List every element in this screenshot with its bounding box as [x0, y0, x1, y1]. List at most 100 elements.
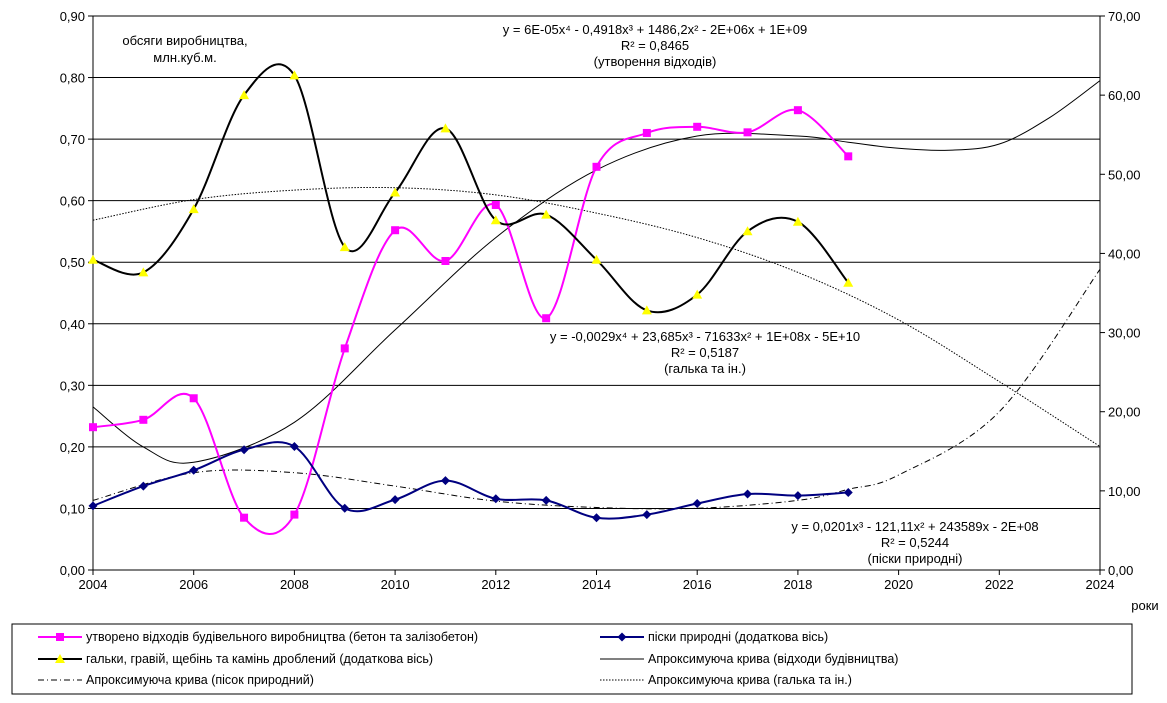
x-tick-label: 2018 — [783, 577, 812, 592]
x-tick-label: 2020 — [884, 577, 913, 592]
legend-item: гальки, гравій, щебінь та камінь дроблен… — [38, 652, 433, 666]
y-left-axis-label-line2: млн.куб.м. — [153, 50, 216, 65]
y-left-tick-label: 0,70 — [60, 132, 85, 147]
data-point-gravel — [440, 123, 451, 133]
y-left-tick-label: 0,80 — [60, 71, 85, 86]
legend-label: Апроксимуюча крива (галька та ін.) — [648, 673, 852, 687]
legend-item: Апроксимуюча крива (пісок природний) — [38, 673, 314, 687]
x-tick-label: 2010 — [381, 577, 410, 592]
data-point-gravel — [138, 267, 149, 277]
series-gravel-line — [92, 63, 850, 314]
legend-item: Апроксимуюча крива (галька та ін.) — [600, 673, 852, 687]
y-left-tick-label: 0,90 — [60, 9, 85, 24]
y-left-tick-label: 0,40 — [60, 317, 85, 332]
series-sand-line — [92, 441, 849, 520]
data-point-gravel — [188, 204, 199, 214]
data-point-gravel — [641, 305, 652, 315]
data-point-sand — [440, 476, 450, 486]
legend-item: Апроксимуюча крива (відходи будівництва) — [600, 652, 898, 666]
data-point-sand — [793, 491, 803, 501]
data-point-gravel — [339, 242, 350, 252]
legend-box — [11, 623, 1133, 695]
legend-swatch-marker — [617, 632, 627, 642]
data-point-waste — [642, 128, 651, 137]
legend-label: Апроксимуюча крива (відходи будівництва) — [648, 652, 898, 666]
annotation-sand-line-3: (піски природні) — [867, 551, 962, 566]
data-point-waste — [592, 162, 601, 171]
data-point-waste — [441, 256, 450, 265]
legend-item: утворено відходів будівельного виробницт… — [38, 630, 478, 644]
data-point-gravel — [239, 90, 250, 100]
trendline-waste — [92, 80, 1101, 464]
x-tick-label: 2012 — [481, 577, 510, 592]
y-left-tick-label: 0,30 — [60, 378, 85, 393]
data-point-sand — [289, 442, 299, 452]
data-point-waste — [290, 510, 299, 519]
legend-swatch-marker — [55, 654, 65, 663]
data-point-waste — [491, 200, 500, 209]
data-point-waste — [693, 122, 702, 131]
y-right-tick-label: 0,00 — [1108, 563, 1133, 578]
data-point-waste — [743, 128, 752, 137]
data-point-sand — [642, 510, 652, 520]
y-left-tick-label: 0,50 — [60, 255, 85, 270]
data-point-sand — [491, 494, 501, 504]
legend-swatch-marker — [56, 633, 64, 641]
y-right-tick-label: 50,00 — [1108, 167, 1141, 182]
data-point-waste — [793, 106, 802, 115]
annotation-gravel-line-1: y = -0,0029x⁴ + 23,685x³ - 71633x² + 1E+… — [550, 329, 860, 344]
x-tick-label: 2006 — [179, 577, 208, 592]
x-tick-label: 2024 — [1086, 577, 1115, 592]
x-tick-label: 2008 — [280, 577, 309, 592]
data-point-sand — [692, 499, 702, 509]
data-point-waste — [844, 152, 853, 161]
series-gravel-markers — [88, 70, 854, 315]
data-point-waste — [189, 394, 198, 403]
data-point-sand — [340, 503, 350, 513]
x-tick-label: 2016 — [683, 577, 712, 592]
annotation-waste-line-1: y = 6E-05x⁴ - 0,4918x³ + 1486,2x² - 2E+0… — [503, 22, 807, 37]
y-right-tick-label: 10,00 — [1108, 484, 1141, 499]
data-point-gravel — [541, 209, 552, 219]
data-point-waste — [542, 314, 551, 323]
data-point-sand — [88, 501, 98, 511]
legend-label: гальки, гравій, щебінь та камінь дроблен… — [86, 652, 433, 666]
y-left-axis-label-line1: обсяги виробництва, — [122, 33, 247, 48]
x-tick-label: 2004 — [79, 577, 108, 592]
y-right-tick-label: 20,00 — [1108, 405, 1141, 420]
x-tick-label: 2014 — [582, 577, 611, 592]
data-point-waste — [139, 415, 148, 424]
y-right-tick-label: 70,00 — [1108, 9, 1141, 24]
data-point-waste — [340, 344, 349, 353]
y-right-tick-label: 30,00 — [1108, 326, 1141, 341]
data-point-sand — [239, 445, 249, 455]
data-point-gravel — [289, 70, 300, 80]
data-point-sand — [843, 487, 853, 497]
data-point-sand — [541, 495, 551, 505]
data-point-waste — [240, 513, 249, 522]
data-point-sand — [189, 465, 199, 475]
annotation-gravel-line-2: R² = 0,5187 — [671, 345, 739, 360]
annotation-waste-line-3: (утворення відходів) — [594, 54, 717, 69]
legend-item: піски природні (додаткова вісь) — [600, 630, 828, 644]
x-tick-label: 2022 — [985, 577, 1014, 592]
x-axis-label: роки — [1131, 598, 1158, 613]
data-point-gravel — [742, 226, 753, 236]
y-right-tick-label: 40,00 — [1108, 246, 1141, 261]
data-point-gravel — [390, 187, 401, 197]
legend-label: утворено відходів будівельного виробницт… — [86, 630, 478, 644]
series-sand-markers — [88, 442, 853, 523]
y-right-tick-label: 60,00 — [1108, 88, 1141, 103]
data-point-sand — [138, 481, 148, 491]
data-point-gravel — [490, 215, 501, 225]
legend-label: Апроксимуюча крива (пісок природний) — [86, 673, 314, 687]
data-point-waste — [89, 423, 97, 432]
y-left-tick-label: 0,60 — [60, 194, 85, 209]
data-point-gravel — [591, 254, 602, 264]
legend-label: піски природні (додаткова вісь) — [648, 630, 828, 644]
trendline-gravel — [92, 186, 1101, 447]
data-point-sand — [390, 495, 400, 505]
data-point-sand — [743, 489, 753, 499]
